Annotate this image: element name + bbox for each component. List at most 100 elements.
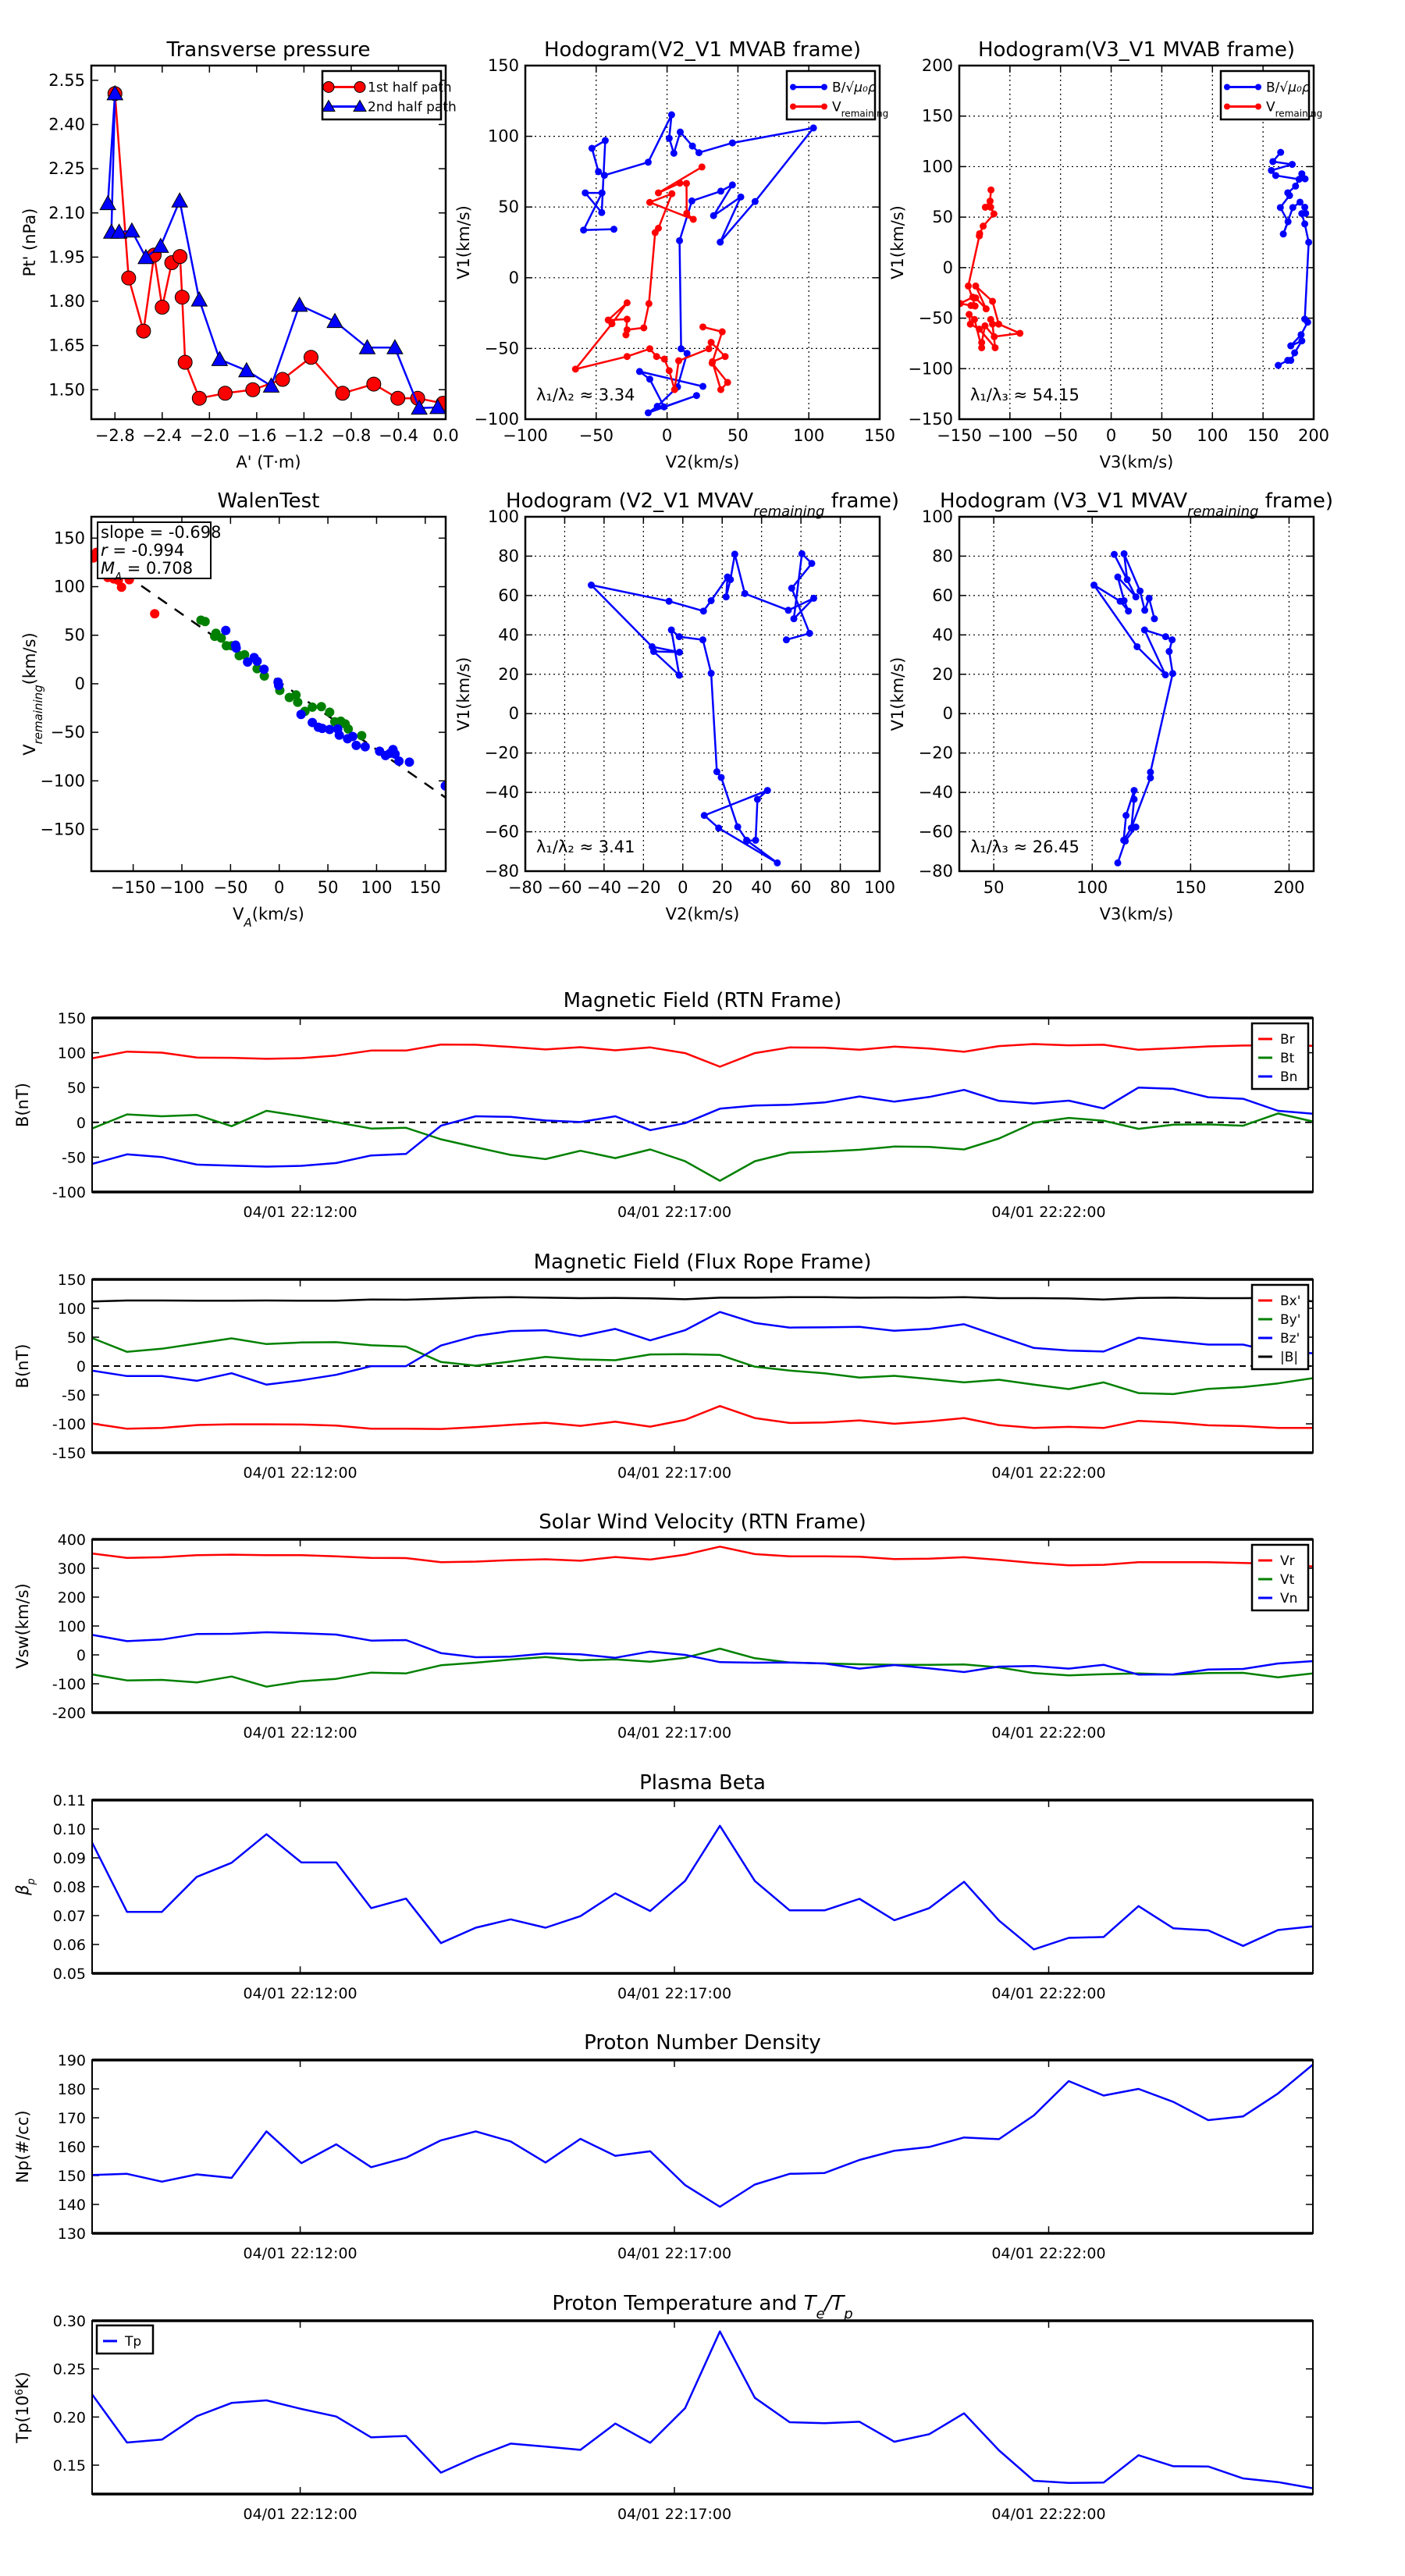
data-point bbox=[360, 742, 370, 752]
legend-label-segment: By' bbox=[1280, 1312, 1300, 1328]
hodogram-v3-v1-mvav-chart: Hodogram (V3_V1 MVAVremaining frame) 50 10… bbox=[888, 489, 1333, 923]
y-tick-label: 0.10 bbox=[53, 1821, 86, 1838]
data-point bbox=[1268, 166, 1275, 174]
data-point bbox=[106, 84, 124, 101]
data-point bbox=[1114, 859, 1122, 866]
data-point bbox=[296, 710, 306, 720]
axes-frame bbox=[524, 64, 881, 421]
legend-label-segment: Vn bbox=[1280, 1591, 1297, 1606]
plot-area bbox=[1090, 550, 1176, 866]
data-point bbox=[707, 670, 715, 678]
x-axis-label: V3(km/s) bbox=[1100, 453, 1174, 471]
legend-label-segment: 1st half path bbox=[368, 80, 452, 96]
data-point bbox=[1168, 670, 1176, 678]
data-point bbox=[238, 361, 255, 378]
y-tick-label: −100 bbox=[40, 771, 85, 790]
x-tick-label: 150 bbox=[1175, 878, 1206, 897]
data-point bbox=[99, 194, 117, 211]
data-point bbox=[440, 781, 446, 791]
series--b- bbox=[92, 1296, 1313, 1303]
legend-marker bbox=[821, 103, 827, 110]
chart-title-segment: frame) bbox=[1258, 489, 1333, 513]
stats-line-segment: r bbox=[101, 541, 108, 560]
hodogram-v2-v1-mvab-chart: Hodogram(V2_V1 MVAB frame) −100 −50 0 50 100 1… bbox=[454, 38, 895, 471]
data-point bbox=[987, 315, 994, 323]
data-point bbox=[190, 291, 208, 307]
chart-title-segment: Hodogram (V3_V1 MVAV bbox=[940, 489, 1187, 513]
stats-line-segment: M bbox=[101, 559, 115, 578]
data-point bbox=[211, 350, 229, 366]
x-tick-label: −150 bbox=[937, 426, 982, 445]
data-point bbox=[595, 168, 603, 176]
y-axis-label-segment: (km/s) bbox=[20, 632, 39, 685]
y-axis-label-segment: V bbox=[20, 744, 39, 756]
y-tick-label: −50 bbox=[919, 309, 953, 328]
data-point bbox=[110, 223, 128, 239]
series-line bbox=[92, 1404, 1313, 1430]
chart-title-segment: Proton Temperature and bbox=[552, 2292, 803, 2315]
y-axis-label-segment: B(nT) bbox=[13, 1344, 32, 1389]
chart-title: Proton Number Density bbox=[584, 2031, 821, 2055]
data-point bbox=[751, 197, 759, 205]
data-point bbox=[665, 134, 673, 142]
data-point bbox=[623, 315, 631, 323]
legend-label-segment: Vt bbox=[1280, 1572, 1295, 1588]
data-point bbox=[1298, 337, 1306, 345]
data-point bbox=[715, 824, 723, 832]
y-tick-label: 50 bbox=[932, 208, 953, 226]
legend-label: 1st half path bbox=[368, 80, 452, 96]
data-point bbox=[1110, 550, 1118, 558]
x-tick-label: 200 bbox=[1273, 878, 1304, 897]
data-point bbox=[1132, 593, 1140, 601]
x-tick-label: 04/01 22:22:00 bbox=[991, 2245, 1105, 2262]
y-tick-label: -100 bbox=[52, 1416, 86, 1433]
data-point bbox=[699, 382, 707, 390]
legend-item: 2nd half path bbox=[322, 99, 457, 116]
y-axis-label-segment: β bbox=[13, 1884, 32, 1895]
series-line bbox=[92, 1311, 1313, 1386]
y-tick-label: 2.25 bbox=[48, 159, 85, 178]
data-point bbox=[640, 324, 648, 332]
legend-label: Vt bbox=[1280, 1572, 1295, 1588]
data-point bbox=[245, 382, 261, 397]
data-point bbox=[240, 649, 250, 660]
x-tick-label: 04/01 22:12:00 bbox=[244, 1204, 357, 1221]
data-point bbox=[699, 323, 707, 331]
legend-marker bbox=[1224, 84, 1230, 91]
data-point bbox=[1161, 671, 1169, 679]
data-point bbox=[653, 353, 660, 361]
legend-frame bbox=[95, 2324, 155, 2355]
data-point bbox=[646, 375, 653, 383]
data-point bbox=[668, 190, 676, 197]
y-axis-label-segment: remaining bbox=[31, 685, 45, 744]
series-2nd-half-path bbox=[99, 84, 446, 415]
series-2 bbox=[221, 625, 446, 791]
series-line bbox=[92, 1647, 1313, 1688]
y-tick-label: 0.25 bbox=[53, 2361, 86, 2379]
data-point bbox=[174, 290, 190, 305]
eigenvalue-ratio-label-segment: λ₁/λ₂ ≈ 3.41 bbox=[536, 838, 635, 856]
y-axis-label-segment: V1(km/s) bbox=[454, 657, 473, 731]
transverse-pressure-chart: Transverse pressure−2.8 −2.4 −2.0 −1.6 −1.2−… bbox=[20, 38, 459, 471]
x-tick-label: 0 bbox=[662, 426, 672, 445]
data-point bbox=[1284, 357, 1292, 365]
x-tick-label: −100 bbox=[159, 878, 205, 897]
y-tick-label: 60 bbox=[932, 586, 953, 605]
y-tick-label: 100 bbox=[54, 578, 85, 596]
chart-title: Proton Temperature and Te/Tp bbox=[552, 2292, 852, 2322]
data-point bbox=[655, 189, 663, 197]
data-point bbox=[1133, 642, 1141, 650]
y-tick-label: 50 bbox=[67, 1080, 86, 1097]
data-point bbox=[683, 350, 691, 358]
x-tick-label: 50 bbox=[984, 878, 1005, 897]
y-tick-label: 150 bbox=[54, 528, 85, 547]
data-point bbox=[790, 615, 798, 623]
data-point bbox=[784, 607, 792, 614]
data-point bbox=[150, 609, 160, 619]
eigenvalue-ratio-label-segment: λ₁/λ₃ ≈ 26.45 bbox=[970, 838, 1080, 856]
series-vr bbox=[92, 1546, 1313, 1568]
legend-label: Vr bbox=[1280, 1553, 1295, 1569]
y-axis-label: V1(km/s) bbox=[888, 205, 907, 279]
data-point bbox=[734, 823, 742, 831]
